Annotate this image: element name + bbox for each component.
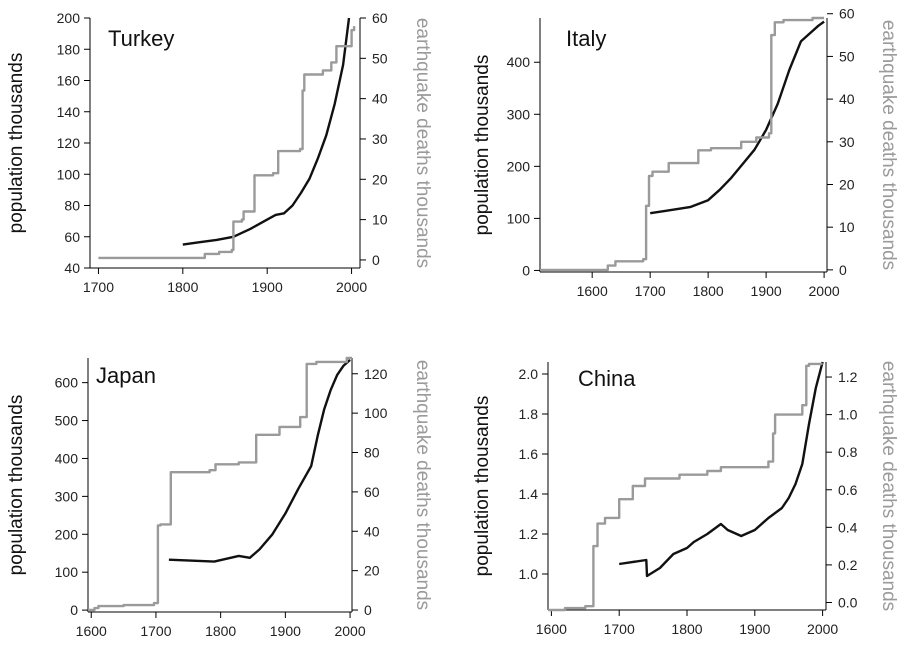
x-tick-label: 1800 [693,283,724,299]
y-tick-label: 400 [55,450,79,466]
y-tick-label: 60 [64,229,80,245]
y2-tick-label: 40 [372,91,388,107]
y2-tick-label: 0.2 [838,557,858,573]
y-tick-label: 600 [55,375,79,391]
y-tick-label: 40 [64,260,80,276]
y-tick-label: 100 [507,210,531,226]
y-tick-label: 100 [57,166,81,182]
y2-tick-label: 0.6 [838,482,858,498]
y2-tick-label: 0 [839,262,847,278]
population-line [619,361,824,578]
population-line [168,358,351,563]
chart-panel-italy: 0 100 200 300 400 0 10 20 30 40 50 60 1600 1700 1800 19… [472,6,899,299]
x-tick-label: 1800 [167,279,198,295]
y-tick-label: 300 [507,106,531,122]
y-tick-label: 160 [57,73,81,89]
y-axis-label: population thousands [472,55,493,236]
y2-tick-label: 20 [364,563,380,579]
y2-tick-label: 0 [364,602,372,618]
y2-tick-label: 0.0 [838,594,858,610]
y-tick-label: 0 [70,602,78,618]
x-tick-label: 1600 [536,621,567,637]
x-tick-label: 1900 [751,283,782,299]
x-tick-label: 1800 [671,621,702,637]
y2-tick-label: 120 [364,366,388,382]
panel-title: Italy [566,26,606,51]
y-tick-label: 120 [57,135,81,151]
y-axis-label: population thousands [472,396,493,577]
x-tick-label: 1600 [76,623,107,639]
y2-tick-label: 100 [364,405,388,421]
chart-panel-japan: 0 100 200 300 400 500 600 0 20 40 60 80 100 120 1600 17… [6,356,433,639]
x-tick-label: 1600 [577,283,608,299]
x-tick-label: 1700 [604,621,635,637]
x-tick-label: 1700 [140,623,171,639]
y2-tick-label: 0.8 [838,444,858,460]
y2-tick-label: 40 [839,91,855,107]
y2-tick-label: 10 [839,219,855,235]
y2-axis-label: earthquake deaths thousands [878,361,899,611]
y2-tick-label: 60 [364,484,380,500]
y-tick-label: 1.6 [519,446,539,462]
chart-panel-china: 1.0 1.2 1.4 1.6 1.8 2.0 0.0 0.2 0.4 0.6 0.8 1.0 1.2 1… [472,361,899,637]
y-tick-label: 0 [522,262,530,278]
y-tick-label: 200 [507,158,531,174]
y2-tick-label: 10 [372,212,388,228]
x-tick-label: 2000 [809,283,840,299]
x-tick-label: 1900 [270,623,301,639]
y2-tick-label: 0 [372,252,380,268]
y-tick-label: 1.4 [519,486,539,502]
population-line [650,20,825,215]
y2-tick-label: 60 [839,6,855,22]
y-axis-label: population thousands [6,53,27,234]
y-tick-label: 200 [57,10,81,26]
y-tick-label: 400 [507,54,531,70]
y2-tick-label: 50 [839,48,855,64]
earthquake-deaths-line [88,356,352,612]
y2-tick-label: 50 [372,50,388,66]
y2-tick-label: 0.4 [838,519,858,535]
y-tick-label: 1.8 [519,406,539,422]
panel-title: Turkey [108,26,174,51]
x-tick-label: 1900 [252,279,283,295]
y2-tick-label: 30 [372,131,388,147]
x-tick-label: 1800 [205,623,236,639]
y2-tick-label: 20 [372,171,388,187]
y-tick-label: 500 [55,413,79,429]
x-tick-label: 2000 [336,279,367,295]
y2-tick-label: 80 [364,445,380,461]
y-tick-label: 80 [64,198,80,214]
y-tick-label: 100 [55,564,79,580]
y2-axis-label: earthquake deaths thousands [412,18,433,268]
y-tick-label: 1.0 [519,566,539,582]
y2-tick-label: 20 [839,176,855,192]
earthquake-deaths-line [98,26,356,260]
earthquake-deaths-line [540,16,825,272]
y2-tick-label: 1.0 [838,407,858,423]
y2-tick-label: 60 [372,10,388,26]
x-tick-label: 2000 [807,621,838,637]
y-tick-label: 1.2 [519,526,539,542]
y-tick-label: 200 [55,526,79,542]
y2-axis-label: earthquake deaths thousands [878,20,899,270]
chart-panel-turkey: 4060801001201401601802000102030405060170… [6,10,433,295]
y-tick-label: 180 [57,41,81,57]
x-tick-label: 1900 [739,621,770,637]
population-line [182,17,351,246]
y2-tick-label: 1.2 [838,369,858,385]
panel-title: China [578,366,636,391]
y2-axis-label: earthquake deaths thousands [412,360,433,610]
panel-title: Japan [96,363,156,388]
y2-tick-label: 30 [839,134,855,150]
y-tick-label: 2.0 [519,366,539,382]
y-axis-label: population thousands [6,395,27,576]
y2-tick-label: 40 [364,523,380,539]
y-tick-label: 300 [55,488,79,504]
y-tick-label: 140 [57,104,81,120]
x-tick-label: 1700 [83,279,114,295]
earthquake-deaths-line [548,362,823,612]
x-tick-label: 2000 [334,623,365,639]
x-tick-label: 1700 [635,283,666,299]
